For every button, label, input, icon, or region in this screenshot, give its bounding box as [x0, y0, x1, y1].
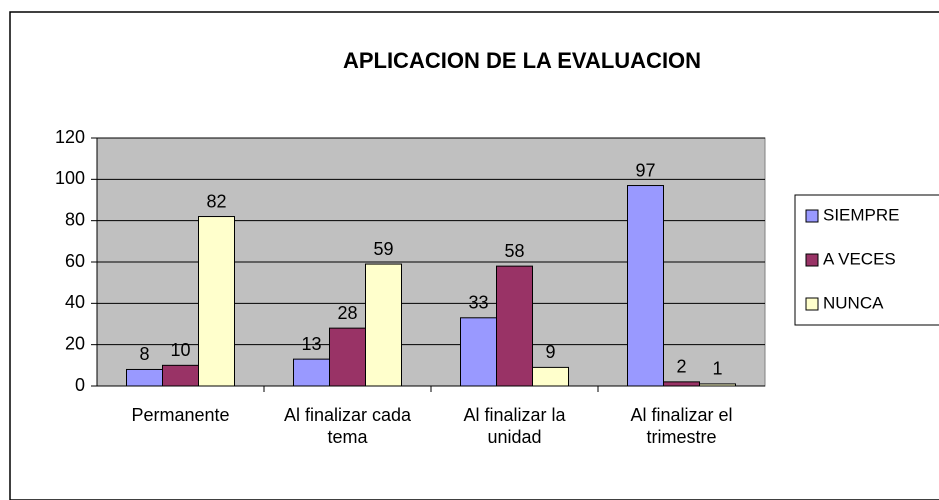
- legend-label: A VECES: [823, 249, 896, 268]
- data-label: 28: [337, 303, 357, 323]
- data-label: 8: [139, 344, 149, 364]
- bar: [627, 185, 664, 387]
- data-label: 13: [301, 334, 321, 354]
- bar: [162, 364, 199, 387]
- data-label: 1: [712, 359, 722, 379]
- x-tick-label: Al finalizar cada tema: [283, 405, 412, 447]
- bar: [329, 327, 366, 387]
- bar: [663, 381, 700, 387]
- legend-swatch: [805, 209, 819, 223]
- data-label: 59: [373, 239, 393, 259]
- bar: [198, 216, 235, 387]
- data-label: 97: [635, 160, 655, 180]
- data-label: 82: [206, 191, 226, 211]
- y-tick-label: 20: [65, 333, 85, 353]
- x-tick-label: Al finalizar el trimestre: [630, 405, 733, 447]
- y-tick-label: 100: [55, 168, 85, 188]
- data-label: 2: [676, 357, 686, 377]
- legend-swatch: [805, 297, 819, 311]
- legend-box: [794, 194, 939, 326]
- y-tick-label: 80: [65, 209, 85, 229]
- x-tick-label: Al finalizar la unidad: [463, 405, 566, 447]
- data-label: 10: [170, 340, 190, 360]
- bar: [460, 317, 497, 387]
- bar: [532, 366, 569, 387]
- bar: [293, 358, 330, 387]
- data-label: 33: [468, 293, 488, 313]
- chart-title: APLICACION DE LA EVALUACION: [343, 48, 701, 73]
- legend-swatch: [805, 253, 819, 267]
- bar: [699, 383, 736, 387]
- bar: [126, 368, 163, 387]
- legend-label: SIEMPRE: [823, 205, 900, 224]
- y-tick-label: 120: [55, 127, 85, 147]
- y-tick-label: 40: [65, 292, 85, 312]
- data-label: 58: [504, 241, 524, 261]
- y-tick-label: 60: [65, 251, 85, 271]
- y-tick-label: 0: [75, 375, 85, 395]
- bar: [496, 265, 533, 387]
- bar: [365, 263, 402, 387]
- legend-label: NUNCA: [823, 293, 884, 312]
- data-label: 9: [545, 342, 555, 362]
- x-tick-label: Permanente: [131, 405, 230, 425]
